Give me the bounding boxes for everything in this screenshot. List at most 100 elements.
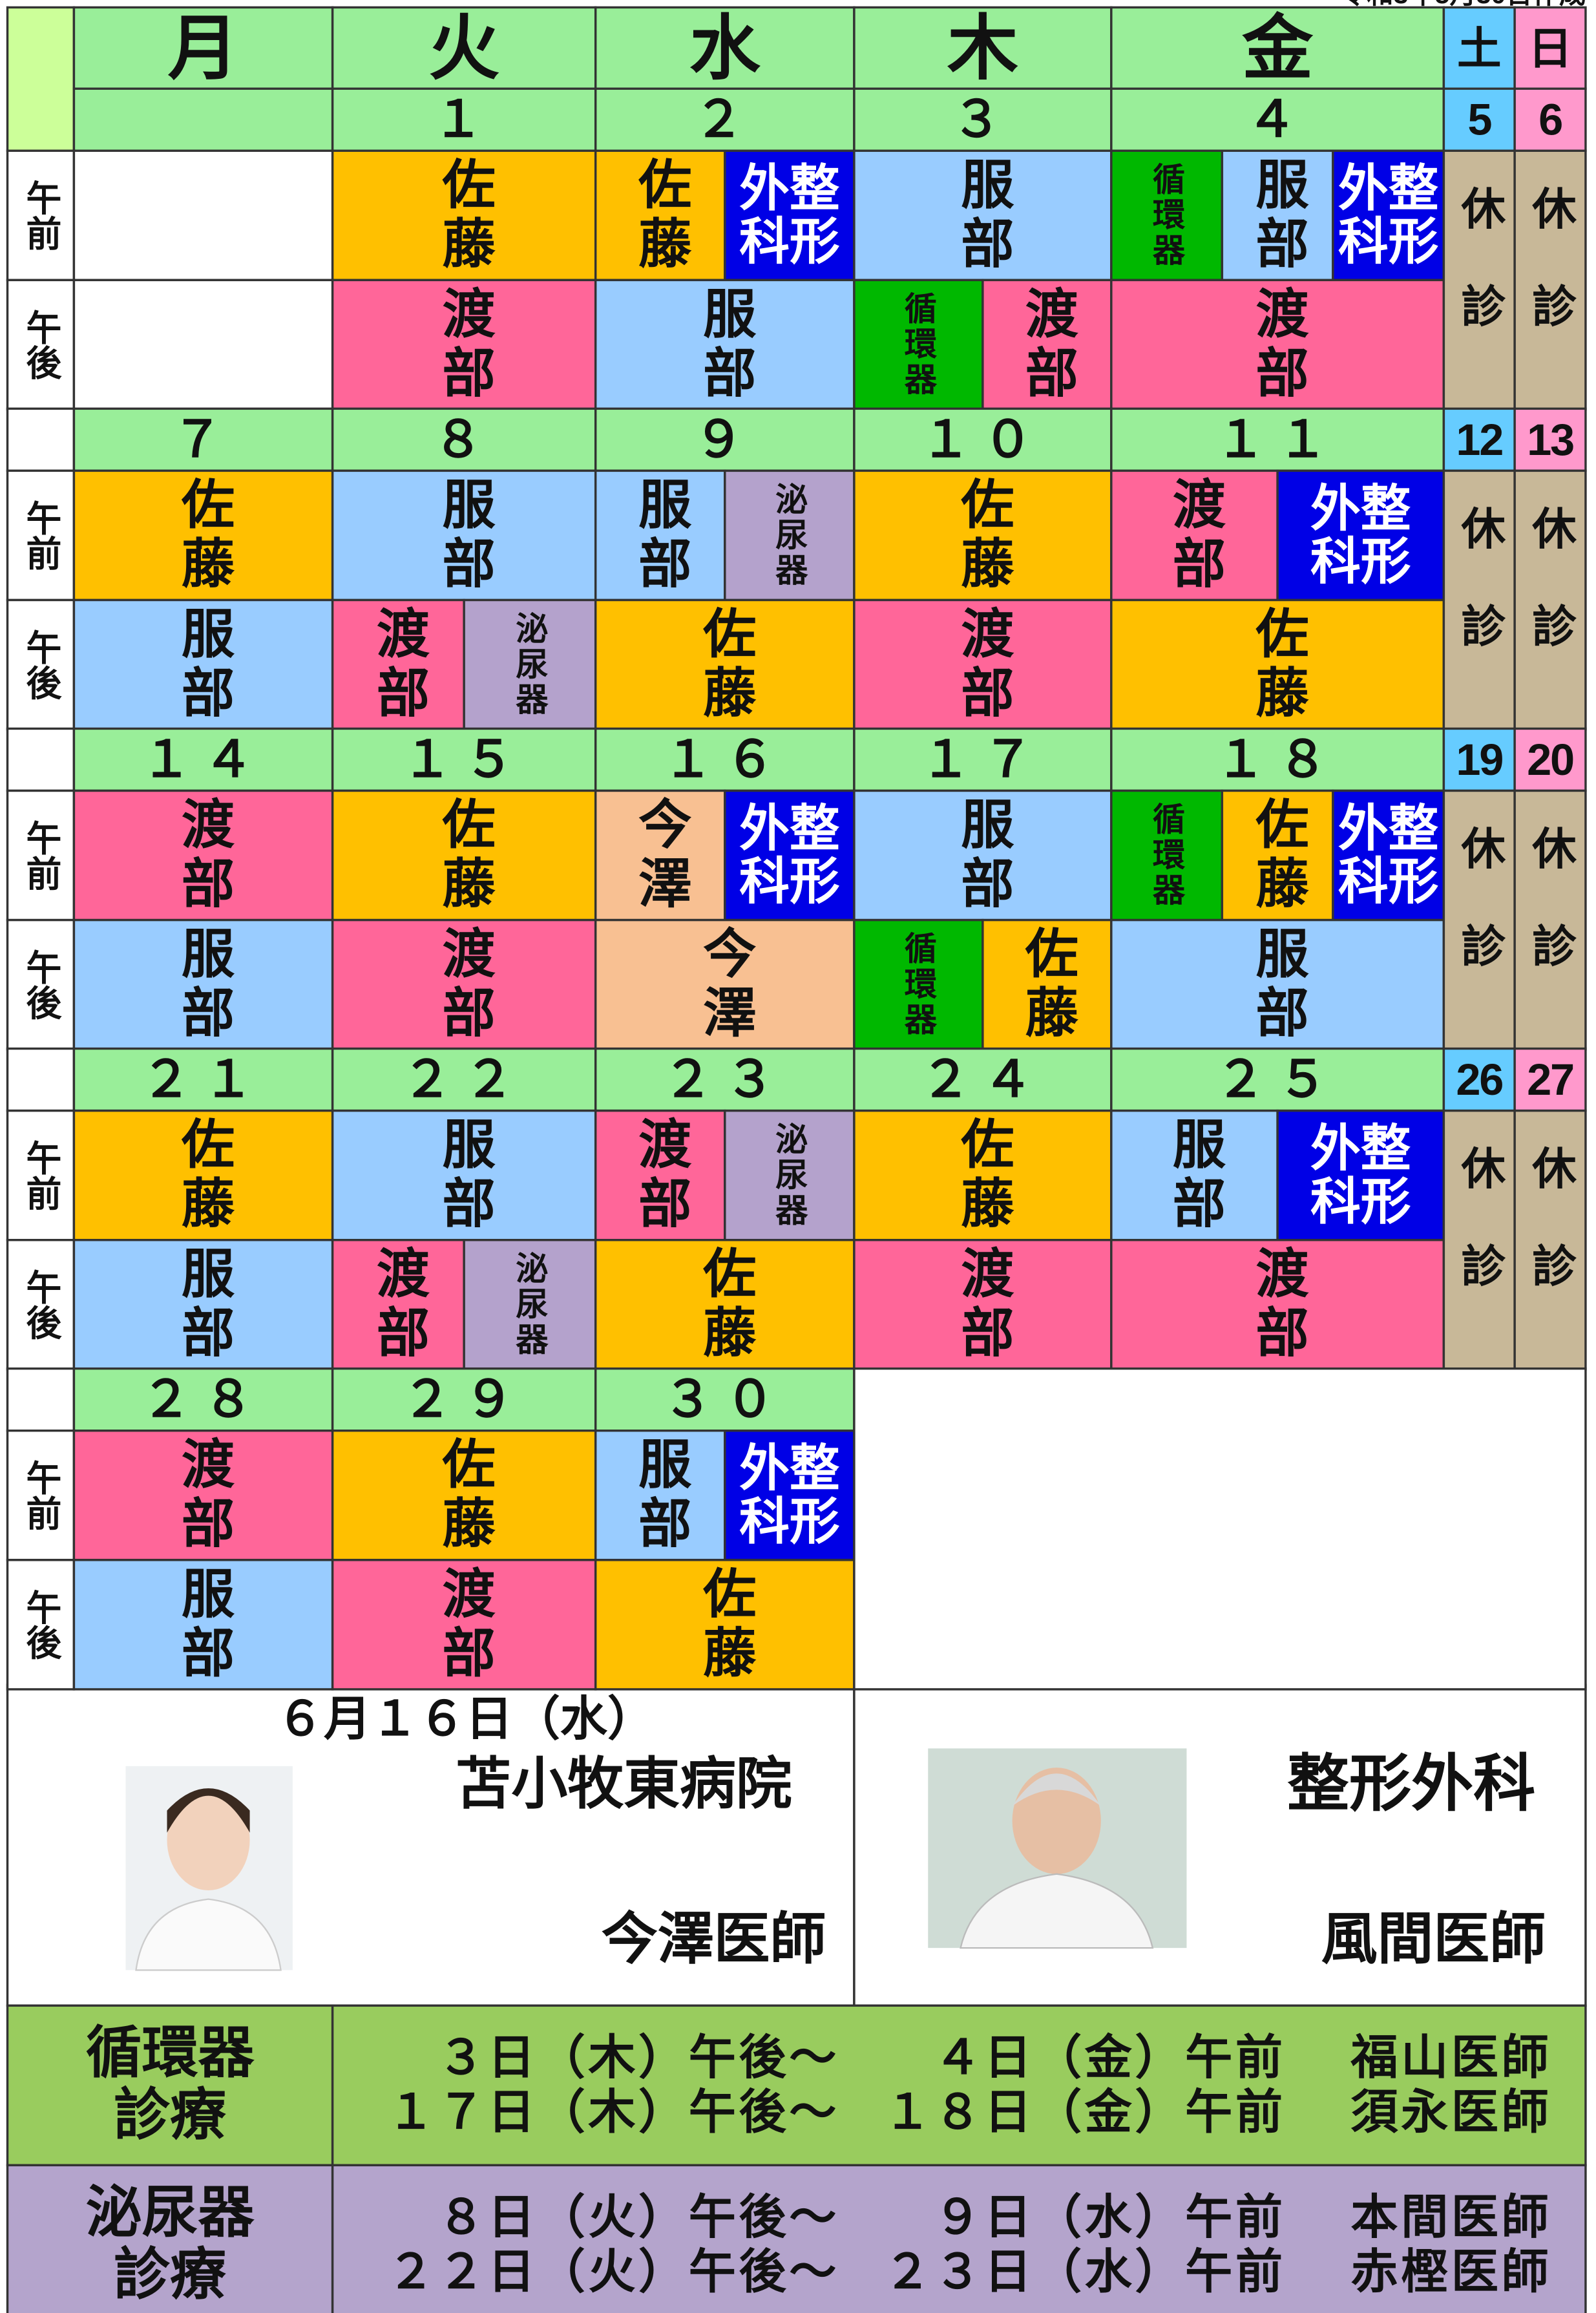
doctor-name: 佐藤 xyxy=(174,476,235,595)
doctor-name: 循環器 xyxy=(900,931,937,1038)
doctor-name: 服部 xyxy=(174,1565,234,1684)
schedule-cell xyxy=(1110,1238,1445,1371)
weekend-date-cell xyxy=(1442,407,1516,472)
schedule-cell xyxy=(72,918,334,1051)
schedule-cell xyxy=(853,918,984,1051)
specialty-text: １７日（木）午後～ xyxy=(387,2086,839,2139)
schedule-cell xyxy=(724,789,856,922)
date-cell xyxy=(72,87,334,152)
blank-area xyxy=(853,1367,1587,1691)
specialty-text: 本間医師 xyxy=(1350,2190,1551,2243)
date: １６ xyxy=(663,732,787,787)
doctor-name: 佐藤 xyxy=(953,1116,1014,1234)
period-label: 午後 xyxy=(21,1269,61,1340)
schedule-cell xyxy=(853,789,1113,922)
doctor-name: 泌尿器 xyxy=(771,482,808,589)
date-cell xyxy=(1110,727,1445,792)
period-label-cell xyxy=(6,1430,76,1561)
corner xyxy=(6,407,76,472)
doctor-name: 服部 xyxy=(695,286,755,404)
date: ２ xyxy=(694,92,756,147)
weekend-date: 13 xyxy=(1527,415,1573,465)
weekday: 日 xyxy=(1528,24,1573,74)
corner xyxy=(6,1367,76,1432)
schedule-cell xyxy=(724,1109,856,1241)
department-text: 科形 xyxy=(1338,214,1439,269)
doctor-name: 服部 xyxy=(953,156,1013,275)
period-label-cell xyxy=(6,1559,76,1691)
schedule-cell xyxy=(853,598,1113,731)
closed-text: 休診 xyxy=(1526,1145,1577,1340)
date-cell xyxy=(594,407,856,472)
date: ２２ xyxy=(402,1052,526,1108)
schedule-cell xyxy=(594,1430,726,1561)
weekend-date-cell xyxy=(1442,727,1516,792)
weekend-date: 12 xyxy=(1456,415,1502,465)
photo-right xyxy=(928,1748,1187,1949)
specialty-label: 診療 xyxy=(114,2084,226,2146)
specialty-row xyxy=(331,2004,1587,2167)
doctor-name: 服部 xyxy=(174,925,234,1044)
department-text: 科形 xyxy=(739,214,840,269)
schedule-cell xyxy=(594,1559,856,1691)
doctor-name: 佐藤 xyxy=(434,156,496,275)
closed-text: 休診 xyxy=(1454,185,1506,381)
specialty-text: ８日（火）午後～ xyxy=(437,2190,839,2243)
weekend-date-cell xyxy=(1513,87,1587,152)
department-text: 外整 xyxy=(739,1441,840,1497)
doctor-name: 佐藤 xyxy=(631,156,692,275)
weekend-date: 26 xyxy=(1456,1055,1502,1104)
date: ７ xyxy=(172,412,234,467)
schedule-cell xyxy=(331,789,597,922)
schedule-cell xyxy=(72,1559,334,1691)
doctor-name: 泌尿器 xyxy=(511,611,548,718)
schedule-cell xyxy=(853,1109,1113,1241)
closed-cell xyxy=(1442,469,1516,731)
date: ８ xyxy=(433,412,495,467)
closed-cell xyxy=(1513,469,1587,731)
doctor-name: 佐藤 xyxy=(695,1245,757,1364)
doctor-name: 渡部 xyxy=(953,606,1013,724)
department-text: 外整 xyxy=(1310,481,1411,536)
schedule-cell xyxy=(982,279,1113,411)
doctor-name: 服部 xyxy=(434,476,494,595)
department-text: 科形 xyxy=(739,1494,840,1550)
department-text: 外整 xyxy=(1310,1121,1411,1176)
doctor-name: 服部 xyxy=(1248,156,1308,275)
doctor-name: 渡部 xyxy=(1164,476,1224,595)
empty-cell xyxy=(72,149,334,282)
schedule-cell xyxy=(594,918,856,1051)
doctor-name: 泌尿器 xyxy=(771,1122,808,1229)
period-label: 午前 xyxy=(21,1140,61,1211)
schedule-cell xyxy=(72,1430,334,1561)
date: ２３ xyxy=(663,1052,787,1108)
weekday-header xyxy=(1513,6,1587,90)
date-cell xyxy=(72,727,334,792)
closed-cell xyxy=(1513,789,1587,1051)
doctor-name: 服部 xyxy=(1164,1116,1224,1234)
doctor-name: 今澤 xyxy=(695,925,756,1044)
weekday-header xyxy=(1110,6,1445,90)
schedule-cell xyxy=(1221,789,1334,922)
specialty-text: ９日（水）午前 xyxy=(934,2190,1285,2243)
date-cell xyxy=(331,87,597,152)
empty-cell xyxy=(72,279,334,411)
date: １０ xyxy=(921,412,1045,467)
specialty-label: 循環器 xyxy=(86,2022,255,2084)
doctor-name: 循環器 xyxy=(1148,802,1185,909)
date: １１ xyxy=(1215,412,1339,467)
date: ２８ xyxy=(141,1372,265,1428)
date: １８ xyxy=(1215,732,1339,787)
weekend-date: 6 xyxy=(1538,95,1562,145)
specialty-text: ３日（木）午後～ xyxy=(437,2031,839,2084)
period-label: 午前 xyxy=(21,820,61,891)
period-label: 午後 xyxy=(21,629,61,701)
specialty-text: 須永医師 xyxy=(1350,2086,1551,2139)
doctor-name: 佐藤 xyxy=(174,1116,235,1234)
weekday: 月 xyxy=(168,9,239,88)
date: ３０ xyxy=(663,1372,787,1428)
corner xyxy=(6,727,76,792)
weekday-header xyxy=(1442,6,1516,90)
schedule-cell xyxy=(594,598,856,731)
date-cell xyxy=(853,727,1113,792)
